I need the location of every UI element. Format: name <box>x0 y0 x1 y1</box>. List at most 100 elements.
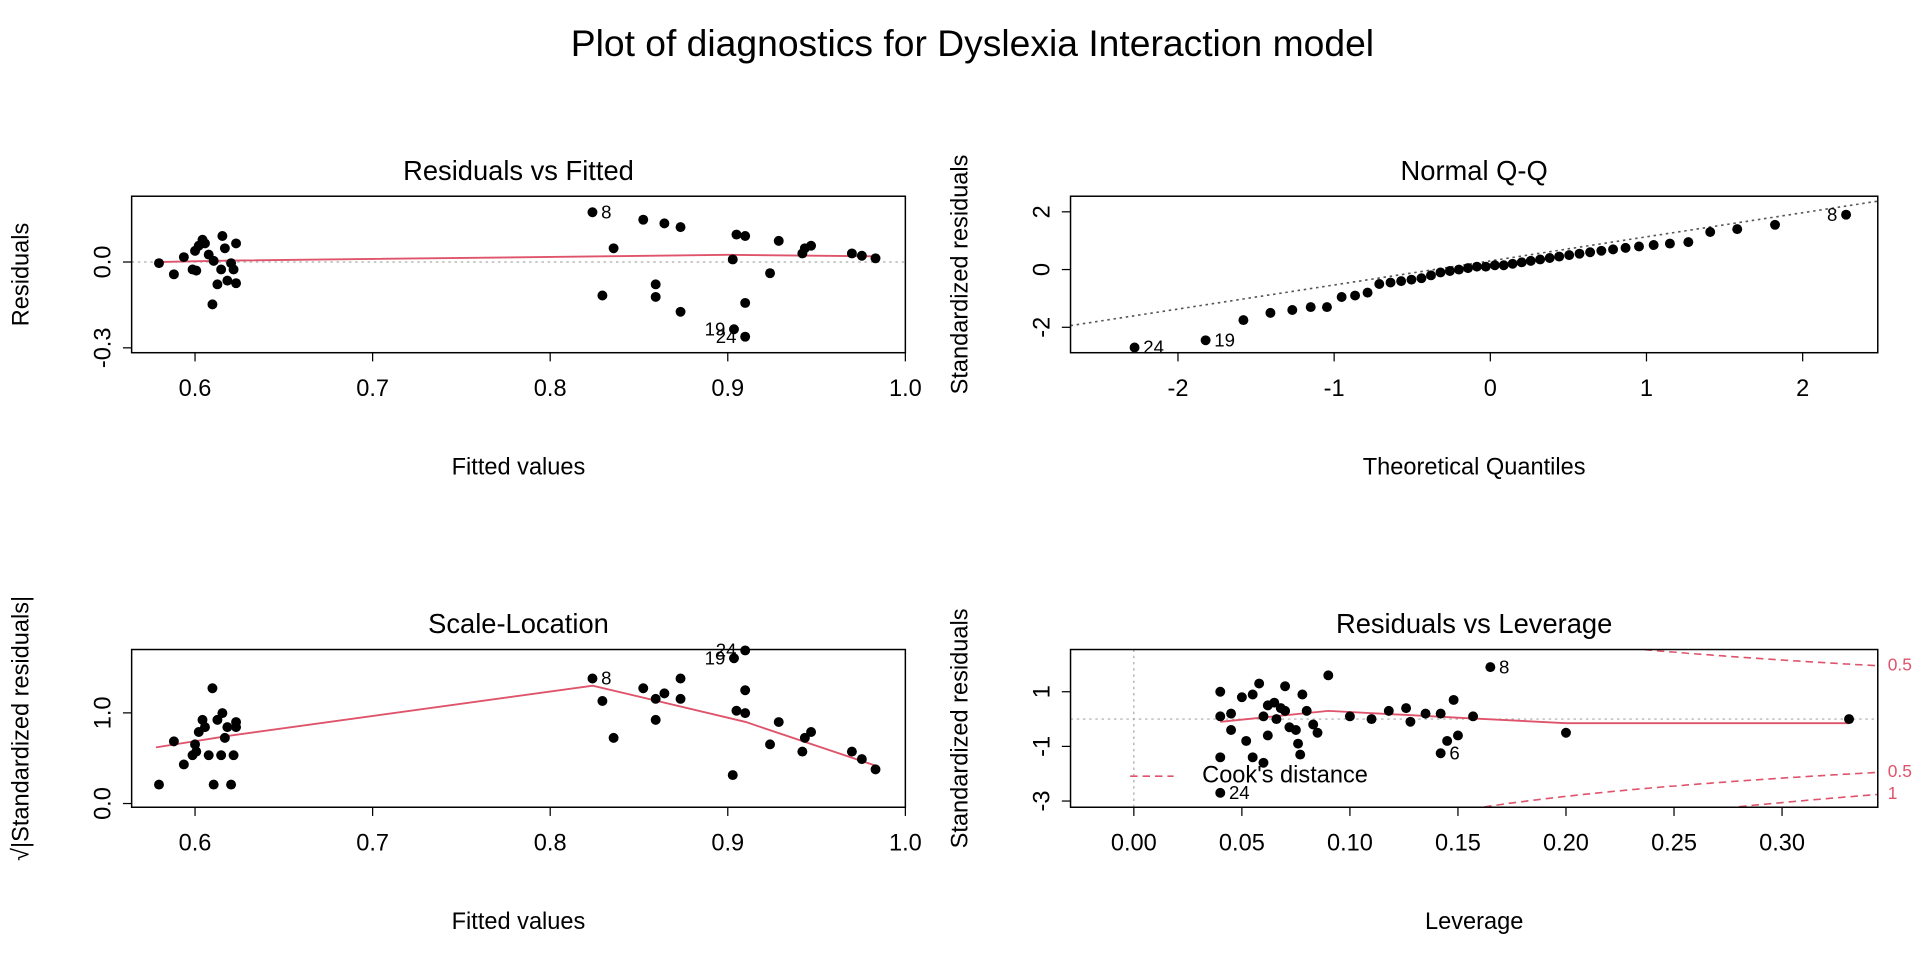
data-point <box>168 269 179 280</box>
x-tick-label: -1 <box>1324 375 1345 401</box>
data-point <box>638 214 649 225</box>
cooks-level-label: 0.5 <box>1888 654 1912 674</box>
y-tick-label: 1 <box>1028 685 1054 698</box>
data-point <box>191 746 202 757</box>
data-point <box>1463 263 1473 274</box>
data-point <box>856 250 867 261</box>
data-point <box>212 279 223 290</box>
x-tick-label: 0.20 <box>1543 830 1589 856</box>
data-point <box>856 754 867 765</box>
point-label: 19 <box>1214 329 1235 350</box>
data-point <box>740 645 751 656</box>
data-point <box>231 717 242 728</box>
x-tick-label: 1.0 <box>889 830 922 856</box>
data-point <box>1444 266 1455 276</box>
data-point <box>154 779 164 790</box>
data-point <box>729 324 739 335</box>
data-point <box>1634 241 1644 252</box>
data-point <box>773 235 784 246</box>
data-point <box>1383 705 1394 716</box>
data-point <box>1350 290 1361 301</box>
data-point <box>675 693 686 704</box>
data-point <box>799 732 810 743</box>
data-point <box>765 739 776 750</box>
cooks-level-label: 1 <box>1888 783 1898 803</box>
y-axis-label: Standardized residuals <box>946 608 972 848</box>
data-point <box>1401 703 1412 714</box>
point-label: 8 <box>601 201 611 222</box>
data-point <box>740 231 751 241</box>
data-point <box>650 279 661 290</box>
data-point <box>740 685 751 696</box>
point-label: 24 <box>1143 337 1164 358</box>
data-point <box>740 297 751 308</box>
x-tick-label: 2 <box>1796 375 1809 401</box>
point-label: 8 <box>1827 204 1837 225</box>
point-label: 19 <box>705 318 726 339</box>
data-point <box>1308 719 1319 730</box>
x-axis-label: Fitted values <box>452 908 586 934</box>
cooks-distance-contour <box>1634 649 1878 667</box>
data-point <box>740 708 751 719</box>
data-point <box>1226 725 1237 735</box>
data-point <box>587 207 598 218</box>
x-tick-label: 0 <box>1484 375 1497 401</box>
data-point <box>1295 749 1306 760</box>
smooth-line <box>155 684 876 767</box>
y-tick-label: -1 <box>1028 736 1054 757</box>
data-point <box>1215 711 1226 722</box>
data-point <box>1362 287 1373 298</box>
data-point <box>1448 694 1459 705</box>
plot-area <box>1070 649 1878 808</box>
cooks-level-label: 0.5 <box>1888 761 1912 781</box>
data-point <box>1841 209 1852 220</box>
data-point <box>1564 250 1575 261</box>
data-point <box>659 688 670 699</box>
data-point <box>1516 257 1527 268</box>
x-tick-label: 0.05 <box>1219 830 1265 856</box>
data-point <box>231 238 242 249</box>
y-tick-label: -0.3 <box>90 328 116 369</box>
data-point <box>1374 279 1385 289</box>
y-axis-label: √|Standardized residuals| <box>8 596 34 861</box>
data-point <box>1293 738 1304 749</box>
data-point <box>765 268 776 279</box>
data-point <box>1554 251 1565 262</box>
plot-box <box>1069 195 1879 354</box>
data-point <box>222 722 233 733</box>
data-point <box>797 746 808 757</box>
data-point <box>228 750 239 761</box>
x-tick-label: 0.10 <box>1327 830 1373 856</box>
data-point <box>608 243 619 254</box>
data-point <box>1561 727 1571 738</box>
data-point <box>207 299 218 310</box>
data-point <box>1435 748 1446 759</box>
data-point <box>219 243 230 254</box>
data-point <box>1344 711 1355 722</box>
data-point <box>1297 689 1308 700</box>
data-point <box>1535 254 1546 265</box>
panel-title: Scale-Location <box>428 608 609 639</box>
data-point <box>1271 714 1282 725</box>
data-point <box>217 231 228 241</box>
data-point <box>727 770 738 781</box>
data-point <box>1262 700 1273 711</box>
point-label: 24 <box>1229 782 1250 803</box>
data-point <box>1732 224 1743 235</box>
data-point <box>208 779 219 790</box>
data-point <box>650 291 661 302</box>
data-point <box>1574 248 1585 259</box>
data-point <box>1705 227 1716 237</box>
data-point <box>806 240 817 251</box>
y-tick-label: 0.0 <box>90 246 116 279</box>
x-tick-label: 0.15 <box>1435 830 1481 856</box>
data-point <box>1468 711 1479 722</box>
data-point <box>1215 686 1226 697</box>
data-point <box>1683 237 1694 248</box>
data-point <box>1420 708 1431 719</box>
y-tick-label: -2 <box>1028 317 1054 338</box>
data-point <box>1585 247 1596 258</box>
y-tick-label: 0 <box>1028 263 1054 276</box>
data-point <box>727 254 738 265</box>
data-point <box>1452 730 1463 741</box>
